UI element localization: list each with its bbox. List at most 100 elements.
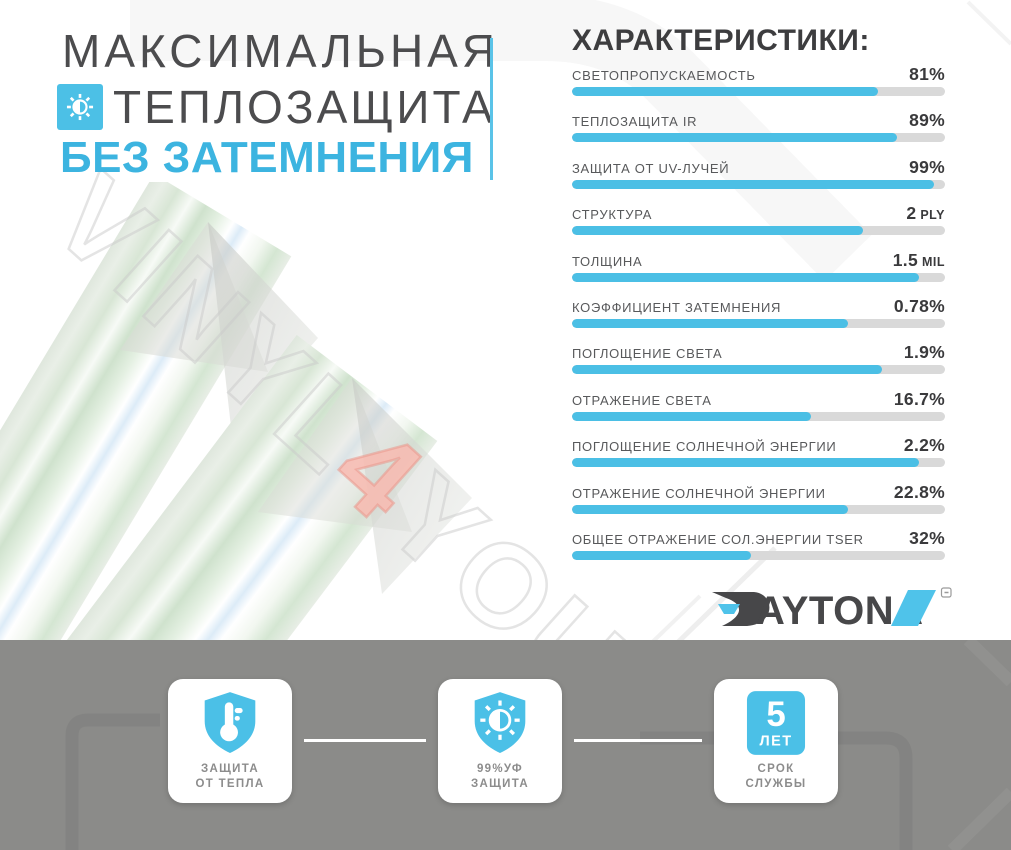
logo-d-glyph [712, 592, 770, 626]
title-line1: МАКСИМАЛЬНАЯ [62, 25, 500, 77]
characteristic-value: 1.9% [903, 342, 945, 363]
bar-fill [572, 133, 897, 143]
band-pattern [65, 640, 1011, 850]
characteristics-rows: СВЕТОПРОПУСКАЕМОСТЬ 81% ТЕПЛОЗАЩИТА IR 8… [572, 64, 945, 574]
characteristic-row-head: ЗАЩИТА ОТ UV-ЛУЧЕЙ 99% [572, 156, 945, 177]
characteristic-label: СТРУКТУРА [572, 207, 653, 223]
bar-track [572, 550, 945, 560]
shield-sun-icon [474, 692, 526, 753]
film-roll-1-flap [208, 222, 318, 436]
badge-years-unit: ЛЕТ [759, 733, 792, 749]
bar-track [572, 179, 945, 189]
badge-heat-protection: ЗАЩИТА ОТ ТЕПЛА [168, 679, 292, 803]
bar-fill [572, 179, 934, 189]
bar-fill [572, 504, 849, 514]
bar-fill [572, 318, 849, 328]
connector-line-1 [304, 739, 426, 742]
shield-thermometer-icon [204, 692, 256, 753]
bar-fill [572, 411, 811, 421]
characteristic-row-head: ПОГЛОЩЕНИЕ СОЛНЕЧНОЙ ЭНЕРГИИ 2.2% [572, 435, 945, 456]
bar-track [572, 411, 945, 421]
badge-label: СРОК СЛУЖБЫ [746, 762, 807, 792]
badge-uv-protection: 99%УФ ЗАЩИТА [438, 679, 562, 803]
characteristic-row-head: КОЭФФИЦИЕНТ ЗАТЕМНЕНИЯ 0.78% [572, 295, 945, 316]
characteristic-row: ПОГЛОЩЕНИЕ СВЕТА 1.9% [572, 342, 945, 388]
bottom-band: ЗАЩИТА ОТ ТЕПЛА 99%УФ ЗАЩИТА [0, 640, 1011, 850]
characteristic-row: ПОГЛОЩЕНИЕ СОЛНЕЧНОЙ ЭНЕРГИИ 2.2% [572, 435, 945, 481]
title-line3: БЕЗ ЗАТЕМНЕНИЯ [60, 133, 474, 182]
characteristic-row: ТЕПЛОЗАЩИТА IR 89% [572, 110, 945, 156]
characteristic-value: 1.5 MIL [892, 249, 945, 270]
bar-track [572, 133, 945, 143]
characteristic-row: ТОЛЩИНА 1.5 MIL [572, 250, 945, 296]
characteristics-heading: ХАРАКТЕРИСТИКИ: [572, 24, 870, 57]
bar-track [572, 272, 945, 282]
characteristic-row-head: ТЕПЛОЗАЩИТА IR 89% [572, 110, 945, 131]
characteristic-value: 81% [909, 64, 945, 84]
badge-label-line2: ОТ ТЕПЛА [195, 778, 265, 790]
characteristic-value: 99% [909, 156, 945, 177]
characteristic-label: ПОГЛОЩЕНИЕ СВЕТА [572, 346, 723, 362]
characteristic-row: СВЕТОПРОПУСКАЕМОСТЬ 81% [572, 64, 945, 110]
daytona-logo: AYTONA [710, 584, 952, 637]
characteristic-label: ОБЩЕЕ ОТРАЖЕНИЕ СОЛ.ЭНЕРГИИ TSER [572, 531, 864, 547]
characteristic-value: 89% [909, 110, 945, 131]
characteristic-row: ОБЩЕЕ ОТРАЖЕНИЕ СОЛ.ЭНЕРГИИ TSER 32% [572, 528, 945, 574]
logo-blue-slash [891, 590, 936, 626]
badge-label-line2: СЛУЖБЫ [745, 778, 807, 790]
title-line2: ТЕПЛОЗАЩИТА [113, 81, 496, 133]
registered-mark-icon [940, 587, 952, 598]
badge-label-line1: СРОК [757, 763, 795, 775]
bar-track [572, 365, 945, 375]
characteristic-label: ТОЛЩИНА [572, 253, 643, 269]
bar-fill [572, 87, 878, 96]
characteristic-row-head: ПОГЛОЩЕНИЕ СВЕТА 1.9% [572, 342, 945, 363]
characteristic-value: 22.8% [893, 481, 945, 502]
characteristic-row-head: ОБЩЕЕ ОТРАЖЕНИЕ СОЛ.ЭНЕРГИИ TSER 32% [572, 527, 945, 548]
bar-fill [572, 458, 919, 468]
characteristic-row-head: ТОЛЩИНА 1.5 MIL [572, 249, 945, 270]
characteristic-row-head: ОТРАЖЕНИЕ СВЕТА 16.7% [572, 388, 945, 409]
divider-line [490, 38, 493, 180]
connector-line-2 [574, 739, 702, 742]
bar-track [572, 226, 945, 236]
characteristic-row-head: СВЕТОПРОПУСКАЕМОСТЬ 81% [572, 64, 945, 84]
five-years-badge: 5 ЛЕТ [746, 691, 806, 755]
film-roll-2-flap [352, 378, 472, 594]
characteristic-label: ПОГЛОЩЕНИЕ СОЛНЕЧНОЙ ЭНЕРГИИ [572, 439, 837, 455]
characteristic-row: СТРУКТУРА 2 PLY [572, 203, 945, 249]
characteristic-label: СВЕТОПРОПУСКАЕМОСТЬ [572, 68, 756, 83]
characteristic-row: КОЭФФИЦИЕНТ ЗАТЕМНЕНИЯ 0.78% [572, 296, 945, 342]
characteristic-value: 2.2% [903, 435, 945, 456]
characteristic-row-head: СТРУКТУРА 2 PLY [572, 203, 945, 224]
bar-fill [572, 365, 882, 375]
characteristic-label: КОЭФФИЦИЕНТ ЗАТЕМНЕНИЯ [572, 299, 782, 315]
window-film-rolls-image [0, 182, 472, 640]
sun-icon [57, 84, 103, 130]
badge-label-line1: 99%УФ [476, 763, 524, 775]
characteristic-label: ОТРАЖЕНИЕ СОЛНЕЧНОЙ ЭНЕРГИИ [572, 485, 826, 501]
bar-fill [572, 226, 863, 236]
characteristic-label: ОТРАЖЕНИЕ СВЕТА [572, 392, 712, 408]
characteristic-value: 16.7% [893, 388, 945, 409]
characteristic-row-head: ОТРАЖЕНИЕ СОЛНЕЧНОЙ ЭНЕРГИИ 22.8% [572, 481, 945, 502]
badge-label: ЗАЩИТА ОТ ТЕПЛА [196, 762, 265, 792]
characteristic-label: ТЕПЛОЗАЩИТА IR [572, 114, 698, 130]
characteristic-row: ОТРАЖЕНИЕ СВЕТА 16.7% [572, 389, 945, 435]
characteristic-row: ОТРАЖЕНИЕ СОЛНЕЧНОЙ ЭНЕРГИИ 22.8% [572, 482, 945, 528]
badge-service-life: 5 ЛЕТ СРОК СЛУЖБЫ [714, 679, 838, 803]
characteristic-value: 0.78% [893, 295, 945, 316]
bar-track [572, 458, 945, 468]
characteristic-value: 2 PLY [906, 203, 945, 224]
characteristic-label: ЗАЩИТА ОТ UV-ЛУЧЕЙ [572, 160, 730, 176]
bar-fill [572, 550, 752, 560]
badge-label-line2: ЗАЩИТА [471, 778, 529, 790]
bar-track [572, 504, 945, 514]
characteristic-value: 32% [909, 527, 945, 548]
bar-track [572, 87, 945, 96]
badge-label-line1: ЗАЩИТА [201, 763, 259, 775]
bar-track [572, 318, 945, 328]
logo-blue-wedge [718, 604, 740, 614]
badge-years-number: 5 [766, 695, 785, 734]
